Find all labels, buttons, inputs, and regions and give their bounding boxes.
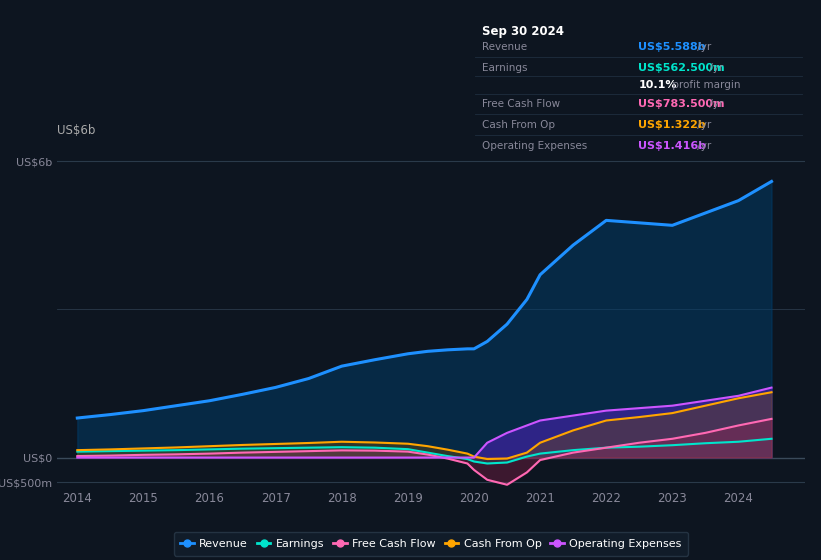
Text: /yr: /yr xyxy=(694,42,711,52)
Text: Operating Expenses: Operating Expenses xyxy=(482,141,587,151)
Text: Free Cash Flow: Free Cash Flow xyxy=(482,99,560,109)
Text: /yr: /yr xyxy=(706,63,723,73)
Text: /yr: /yr xyxy=(694,141,711,151)
Text: 10.1%: 10.1% xyxy=(639,80,677,90)
Text: Revenue: Revenue xyxy=(482,42,527,52)
Text: Cash From Op: Cash From Op xyxy=(482,120,555,130)
Text: US$5.588b: US$5.588b xyxy=(639,42,706,52)
Text: US$1.416b: US$1.416b xyxy=(639,141,706,151)
Text: /yr: /yr xyxy=(706,99,723,109)
Legend: Revenue, Earnings, Free Cash Flow, Cash From Op, Operating Expenses: Revenue, Earnings, Free Cash Flow, Cash … xyxy=(174,532,688,556)
Text: profit margin: profit margin xyxy=(669,80,741,90)
Text: US$1.322b: US$1.322b xyxy=(639,120,706,130)
Text: /yr: /yr xyxy=(694,120,711,130)
Text: Sep 30 2024: Sep 30 2024 xyxy=(482,25,563,38)
Text: US$562.500m: US$562.500m xyxy=(639,63,725,73)
Text: Earnings: Earnings xyxy=(482,63,527,73)
Text: US$6b: US$6b xyxy=(57,124,96,137)
Text: US$783.500m: US$783.500m xyxy=(639,99,725,109)
